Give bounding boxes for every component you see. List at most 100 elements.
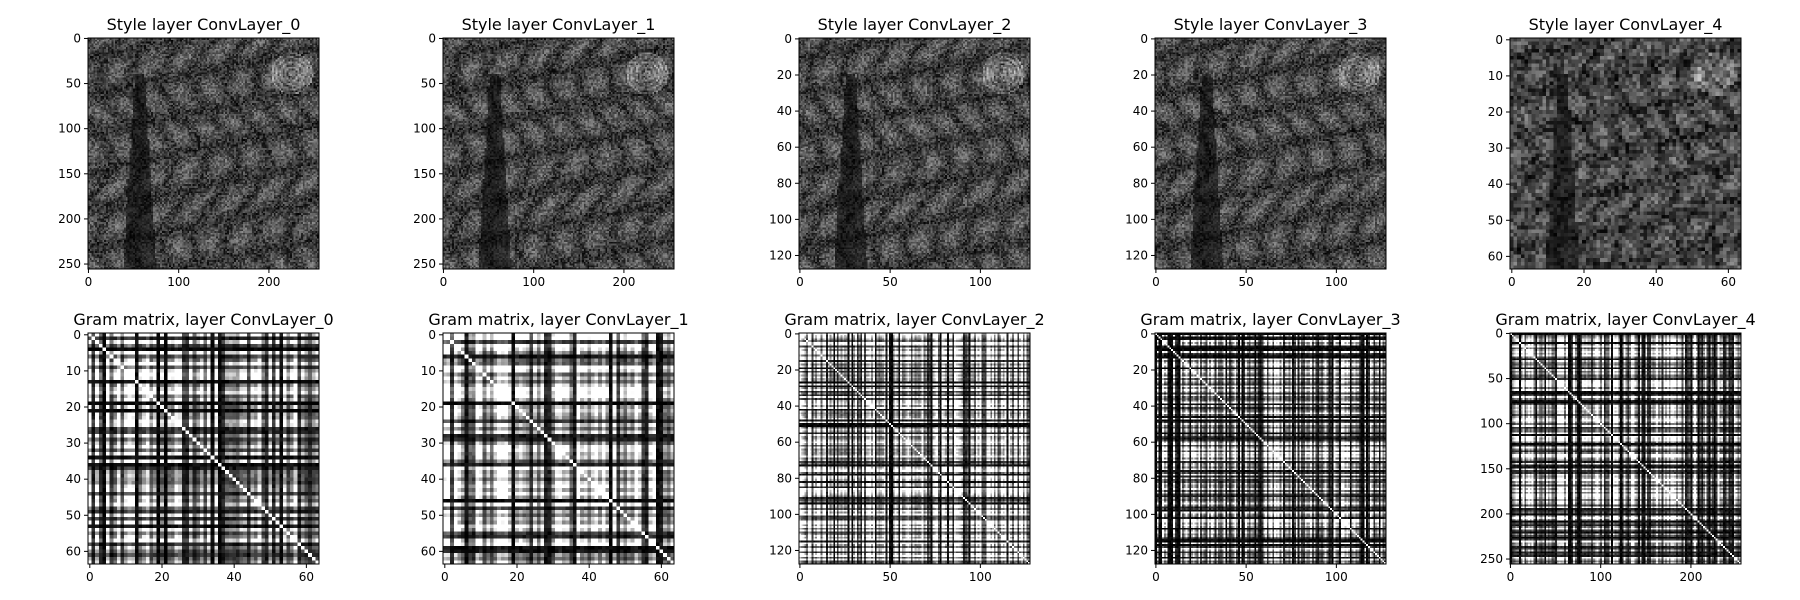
x-tick-label: 50	[882, 275, 897, 289]
y-tick-label: 100	[1125, 507, 1148, 521]
axes-frame	[442, 37, 675, 270]
axes-frame	[798, 37, 1031, 270]
y-tick-label: 60	[1133, 435, 1148, 449]
heatmap-image	[1510, 333, 1741, 564]
y-tick-label: 60	[421, 544, 436, 558]
panel-title: Gram matrix, layer ConvLayer_2	[784, 310, 1044, 330]
y-tick-label: 80	[777, 471, 792, 485]
y-tick-label: 10	[1488, 69, 1503, 83]
panel-title: Gram matrix, layer ConvLayer_0	[73, 310, 333, 330]
y-tick-label: 60	[1133, 140, 1148, 154]
y-tick-label: 80	[1133, 176, 1148, 190]
panel-title: Style layer ConvLayer_1	[462, 15, 656, 35]
y-tick-label: 120	[769, 543, 792, 557]
x-tick-label: 100	[969, 275, 992, 289]
x-tick-label: 40	[582, 570, 597, 584]
y-tick-label: 120	[1125, 543, 1148, 557]
y-tick-label: 200	[1480, 507, 1503, 521]
panel-style-layer-2: Style layer ConvLayer_2 0 50 100 0 20 40 60 80 10…	[769, 15, 1031, 289]
panel-title: Gram matrix, layer ConvLayer_4	[1495, 310, 1755, 330]
axes-frame	[442, 332, 675, 565]
heatmap-image	[1510, 38, 1741, 269]
x-tick-label: 0	[796, 570, 804, 584]
x-tick-label: 200	[612, 275, 635, 289]
axes-frame	[1154, 37, 1387, 270]
x-tick-label: 60	[299, 570, 314, 584]
x-tick-label: 0	[440, 275, 448, 289]
y-tick-label: 100	[413, 122, 436, 136]
y-tick-label: 0	[73, 31, 81, 45]
x-tick-label: 100	[1589, 570, 1612, 584]
y-tick-label: 100	[769, 212, 792, 226]
y-tick-label: 0	[1495, 326, 1503, 340]
y-tick-label: 40	[1488, 177, 1503, 191]
heatmap-image	[88, 38, 319, 269]
panel-gram-matrix-0: Gram matrix, layer ConvLayer_00 20 40 60010…	[66, 310, 334, 584]
heatmap-image	[799, 38, 1030, 269]
y-tick-label: 120	[769, 248, 792, 262]
y-tick-label: 60	[777, 435, 792, 449]
x-tick-label: 20	[1576, 275, 1591, 289]
y-tick-label: 20	[777, 68, 792, 82]
x-tick-label: 0	[1152, 570, 1160, 584]
x-tick-label: 100	[1325, 570, 1348, 584]
x-tick-label: 0	[441, 570, 449, 584]
axes-frame	[1509, 332, 1742, 565]
panel-gram-matrix-1: Gram matrix, layer ConvLayer_10 20 40 60010…	[421, 310, 689, 584]
y-tick-label: 20	[777, 363, 792, 377]
x-tick-label: 40	[1649, 275, 1664, 289]
y-tick-label: 60	[1488, 249, 1503, 263]
y-tick-label: 50	[1488, 213, 1503, 227]
panel-gram-matrix-2: Gram matrix, layer ConvLayer_20 50 1000204…	[769, 310, 1045, 584]
x-tick-label: 100	[522, 275, 545, 289]
y-tick-label: 0	[428, 31, 436, 45]
y-tick-label: 20	[421, 400, 436, 414]
y-tick-label: 40	[777, 104, 792, 118]
x-tick-label: 0	[796, 275, 804, 289]
y-tick-label: 250	[413, 257, 436, 271]
panel-title: Style layer ConvLayer_2	[818, 15, 1012, 35]
y-tick-label: 50	[1488, 372, 1503, 386]
x-tick-label: 0	[1508, 275, 1516, 289]
x-tick-label: 100	[1325, 275, 1348, 289]
y-tick-label: 20	[66, 400, 81, 414]
panel-style-layer-4: Style layer ConvLayer_4 0 20 40 60 0 10 20 30 40 5…	[1488, 15, 1742, 289]
x-tick-label: 60	[1721, 275, 1736, 289]
y-tick-label: 60	[777, 140, 792, 154]
y-tick-label: 100	[1480, 417, 1503, 431]
y-tick-label: 0	[73, 328, 81, 342]
x-tick-label: 100	[969, 570, 992, 584]
y-tick-label: 100	[769, 507, 792, 521]
y-tick-label: 150	[58, 167, 81, 181]
panel-title: Style layer ConvLayer_3	[1174, 15, 1368, 35]
x-tick-label: 40	[227, 570, 242, 584]
x-tick-label: 50	[1238, 570, 1253, 584]
y-tick-label: 40	[1133, 399, 1148, 413]
y-tick-label: 0	[784, 32, 792, 46]
y-tick-label: 0	[1495, 33, 1503, 47]
panel-style-layer-0: Style layer ConvLayer_0 0 100 200 0 50 100 150 2…	[58, 15, 320, 289]
y-tick-label: 150	[1480, 462, 1503, 476]
panel-title: Gram matrix, layer ConvLayer_1	[428, 310, 688, 330]
heatmap-image	[88, 333, 319, 564]
heatmap-image	[1155, 38, 1386, 269]
y-tick-label: 50	[421, 77, 436, 91]
y-tick-label: 250	[58, 257, 81, 271]
y-tick-label: 0	[784, 327, 792, 341]
heatmap-image	[443, 333, 674, 564]
y-tick-label: 250	[1480, 552, 1503, 566]
axes-frame	[87, 37, 320, 270]
x-tick-label: 0	[86, 570, 94, 584]
y-tick-label: 50	[66, 77, 81, 91]
y-tick-label: 80	[1133, 471, 1148, 485]
y-tick-label: 30	[1488, 141, 1503, 155]
panel-gram-matrix-4: Gram matrix, layer ConvLayer_40 100 200050…	[1480, 310, 1756, 584]
y-tick-label: 150	[413, 167, 436, 181]
y-tick-label: 40	[421, 472, 436, 486]
panel-title: Gram matrix, layer ConvLayer_3	[1140, 310, 1400, 330]
x-tick-label: 0	[1507, 570, 1515, 584]
x-tick-label: 0	[85, 275, 93, 289]
axes-frame	[1154, 332, 1387, 565]
y-tick-label: 0	[1140, 32, 1148, 46]
y-tick-label: 80	[777, 176, 792, 190]
